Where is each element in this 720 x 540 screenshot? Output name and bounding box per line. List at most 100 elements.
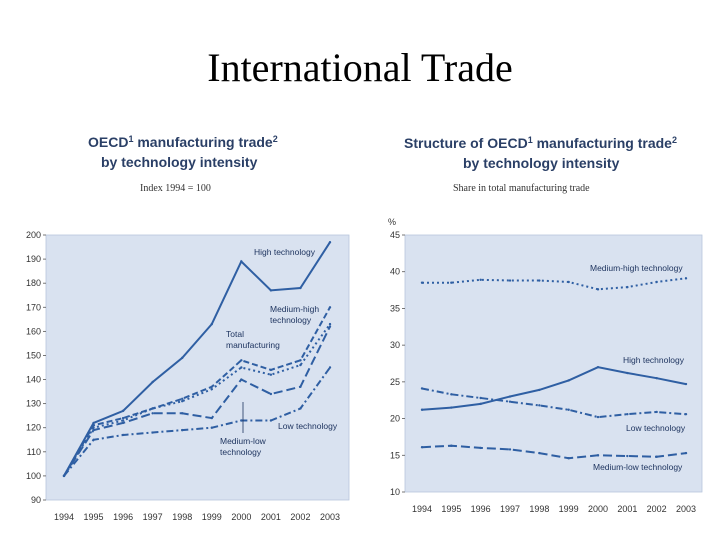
y-tick-label: 200 xyxy=(26,230,41,240)
data-point xyxy=(508,279,512,282)
series-annotation: Low technology xyxy=(626,423,686,433)
data-point xyxy=(151,380,154,384)
data-point xyxy=(450,444,453,447)
x-tick-label: 1996 xyxy=(471,504,491,514)
data-point xyxy=(655,455,658,458)
data-point xyxy=(269,392,273,396)
y-tick-label: 45 xyxy=(390,230,400,240)
data-point xyxy=(655,410,658,414)
y-tick-label: 35 xyxy=(390,303,400,313)
y-tick-label: 140 xyxy=(26,375,41,385)
chart-right-ylabel: % xyxy=(388,217,396,227)
plot-background xyxy=(404,234,703,493)
data-point xyxy=(567,280,570,284)
series-line-total-manufacturing xyxy=(63,323,331,477)
data-point xyxy=(181,428,184,432)
data-point xyxy=(62,474,66,478)
data-point xyxy=(151,431,154,434)
series-annotation: High technology xyxy=(254,247,316,257)
series-annotation: technology xyxy=(270,315,312,325)
data-point xyxy=(684,277,688,280)
x-tick-label: 2001 xyxy=(261,512,281,522)
chart-right-title-line2: by technology intensity xyxy=(463,155,620,171)
x-tick-label: 2002 xyxy=(290,512,310,522)
data-point xyxy=(240,419,243,422)
x-tick-label: 1997 xyxy=(500,504,520,514)
x-tick-label: 1999 xyxy=(559,504,579,514)
series-line-high-technology xyxy=(63,241,331,477)
data-point xyxy=(626,371,629,375)
data-point xyxy=(210,426,213,429)
data-point xyxy=(92,426,95,429)
chart-left-header: OECD1 manufacturing trade2 by technology… xyxy=(88,134,278,194)
x-tick-label: 2000 xyxy=(588,504,608,514)
data-point xyxy=(596,415,600,419)
data-point xyxy=(92,438,95,441)
series-annotation: Medium-low technology xyxy=(593,462,683,472)
data-point xyxy=(121,421,125,425)
x-tick-label: 1994 xyxy=(412,504,432,514)
y-tick-label: 20 xyxy=(390,414,400,424)
data-point xyxy=(121,419,125,422)
data-point xyxy=(210,416,213,420)
data-point xyxy=(299,359,302,362)
chart-right-subtitle: Share in total manufacturing trade xyxy=(453,183,590,194)
series-line-high-technology xyxy=(421,366,687,411)
series-line-medium-low-technology xyxy=(421,444,687,460)
data-point xyxy=(479,446,482,450)
x-tick-label: 2001 xyxy=(617,504,637,514)
data-point xyxy=(538,279,541,282)
chart-right-header: Structure of OECD1 manufacturing trade2 … xyxy=(388,135,677,227)
data-point xyxy=(538,451,541,455)
data-point xyxy=(92,428,95,432)
series-annotation: manufacturing xyxy=(226,340,280,350)
x-tick-label: 1994 xyxy=(54,512,74,522)
data-point xyxy=(151,412,154,415)
data-point xyxy=(328,325,332,328)
data-point xyxy=(328,322,332,326)
data-point xyxy=(567,408,570,411)
data-point xyxy=(240,260,243,263)
chart-left-subtitle: Index 1994 = 100 xyxy=(140,183,211,194)
x-tick-label: 1995 xyxy=(441,504,461,514)
data-point xyxy=(450,393,453,396)
chart-right-plot: 45 40 35 30 25 20 15 10 1994 1995 1996 1997 1998 1999… xyxy=(390,230,703,514)
data-point xyxy=(655,376,658,380)
y-tick-label: 90 xyxy=(31,495,41,505)
y-tick-label: 30 xyxy=(390,340,400,350)
data-point xyxy=(299,286,302,290)
x-tick-label: 2003 xyxy=(320,512,340,522)
data-point xyxy=(299,385,302,388)
series-annotation: Low technology xyxy=(278,421,338,431)
data-point xyxy=(121,409,125,413)
y-tick-label: 100 xyxy=(26,471,41,481)
data-point xyxy=(92,421,95,425)
series-annotation: High technology xyxy=(623,355,685,365)
y-tick-label: 110 xyxy=(27,447,41,457)
data-point xyxy=(181,356,184,360)
data-point xyxy=(328,366,332,369)
data-point xyxy=(420,408,424,411)
data-point xyxy=(240,366,243,369)
data-point xyxy=(210,385,213,388)
x-tick-label: 2002 xyxy=(647,504,667,514)
data-point xyxy=(420,446,424,449)
chart-left-title-line1: OECD1 manufacturing trade2 xyxy=(88,134,278,150)
data-point xyxy=(508,448,512,451)
data-point xyxy=(450,406,453,409)
series-annotation: technology xyxy=(220,447,262,457)
data-point xyxy=(567,457,570,460)
data-point xyxy=(240,359,243,362)
data-point xyxy=(240,378,243,381)
data-point xyxy=(479,278,482,281)
chart-right-title-line1: Structure of OECD1 manufacturing trade2 xyxy=(404,135,677,151)
data-point xyxy=(420,281,424,284)
data-point xyxy=(684,451,688,455)
y-tick-label: 120 xyxy=(26,423,41,433)
x-tick-label: 1997 xyxy=(143,512,163,522)
data-point xyxy=(538,404,541,407)
x-tick-label: 1998 xyxy=(172,512,192,522)
data-point xyxy=(210,322,213,326)
x-tick-label: 1995 xyxy=(84,512,104,522)
